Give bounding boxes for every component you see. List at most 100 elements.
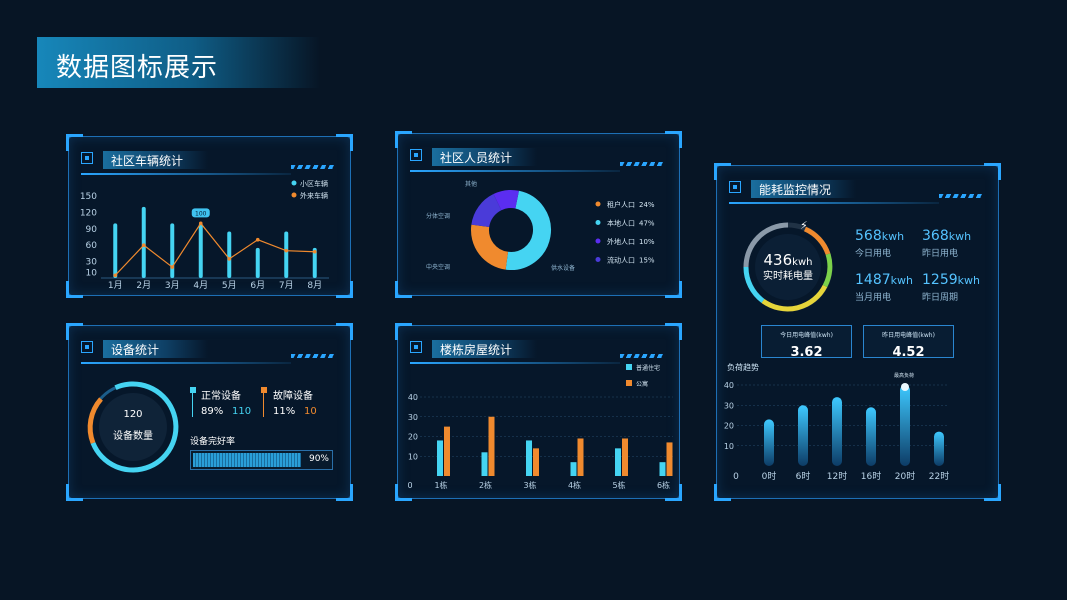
legend-marker — [291, 192, 297, 198]
panel-square-icon — [410, 341, 422, 353]
donut-segment-label: 其他 — [465, 180, 477, 188]
y-tick-label: 120 — [80, 208, 97, 218]
vehicle-bar — [170, 223, 175, 278]
energy-gauge: ⚡ — [743, 219, 833, 312]
x-tick-label: 2月 — [136, 280, 151, 291]
legend-label: 公寓 — [636, 380, 648, 388]
x-tick-label: 5月 — [222, 280, 237, 291]
y-tick-label: 90 — [86, 225, 98, 235]
donut-segment-label: 中央空调 — [426, 263, 450, 271]
gauge-arc-orange — [803, 226, 831, 255]
normal-device-pct: 89% — [201, 406, 224, 417]
building-bar — [659, 462, 666, 476]
legend-marker — [626, 380, 632, 386]
fault-device-pct: 11% — [273, 406, 296, 417]
vehicle-line-point — [312, 249, 317, 254]
x-tick-label: 20时 — [895, 470, 915, 482]
gauge-arc-green — [822, 253, 833, 288]
vehicle-bar — [284, 231, 289, 278]
legend-label: 外来车辆 — [300, 191, 328, 200]
building-bar — [577, 438, 584, 476]
y-tick-label: 10 — [86, 269, 98, 279]
panel-square-icon — [729, 181, 741, 193]
building-panel: 楼栋房屋统计 0 10 20 30 40 1栋 2栋 3栋 4栋 5栋 6栋 普通住宅 公寓 — [395, 323, 682, 501]
x-tick-label: 6时 — [796, 470, 811, 482]
load-bar — [900, 385, 910, 466]
legend-value: 24% — [639, 201, 655, 209]
normal-device-marker — [190, 387, 196, 393]
panel-square-icon — [81, 341, 93, 353]
x-tick-label: 8月 — [307, 280, 322, 291]
load-bar — [832, 397, 842, 466]
x-tick-label: 12时 — [827, 470, 847, 482]
legend-label: 流动人口 — [607, 256, 635, 265]
x-tick-label: 16时 — [861, 470, 881, 482]
legend-label: 小区车辆 — [300, 179, 328, 188]
legend-marker — [291, 180, 297, 186]
gauge-label: 实时耗电量 — [763, 271, 813, 282]
legend-label: 普通住宅 — [636, 364, 660, 372]
device-panel-title: 设备统计 — [111, 343, 160, 357]
building-bar — [437, 440, 443, 476]
y-tick-label: 40 — [724, 381, 734, 390]
panel-square-icon — [81, 152, 93, 164]
building-bar — [444, 426, 450, 476]
donut-segment-label: 分体空调 — [426, 212, 450, 220]
device-ring-orange-arc — [87, 397, 103, 444]
gauge-arc-cyan — [743, 266, 765, 304]
annotation-label: 100 — [195, 210, 207, 217]
device-rate-fill — [193, 453, 301, 467]
building-bar — [666, 442, 673, 476]
legend-label: 外地人口 — [607, 237, 635, 246]
gauge-value: 436 — [763, 251, 793, 269]
legend-marker — [595, 238, 601, 244]
y-tick-label: 60 — [86, 241, 98, 251]
legend-value: 15% — [639, 257, 655, 265]
donut-slice — [493, 190, 519, 211]
vehicle-bar — [312, 247, 317, 278]
y-tick-label: 30 — [408, 413, 418, 422]
x-tick-label: 6月 — [250, 280, 265, 291]
vehicle-bar — [113, 223, 118, 278]
x-tick-label: 0时 — [762, 470, 777, 482]
vehicle-line-point — [113, 273, 118, 278]
device-rate-bar: 90% — [190, 450, 333, 470]
y-tick-label: 10 — [724, 442, 734, 451]
fault-device-label: 故障设备 — [273, 391, 313, 402]
load-bar — [866, 407, 876, 466]
energy-panel-title: 能耗监控情况 — [759, 183, 832, 197]
peak-label: 最高负荷 — [894, 372, 914, 379]
y-tick-label: 30 — [724, 401, 734, 410]
x-tick-label: 5栋 — [612, 480, 625, 490]
device-rate-label: 设备完好率 — [190, 437, 236, 447]
load-bar — [934, 431, 944, 466]
legend-value: 10% — [639, 238, 655, 246]
building-bar — [615, 448, 621, 476]
gauge-arc-yellow — [761, 284, 828, 312]
building-bar — [570, 462, 577, 476]
x-tick-label: 1栋 — [434, 480, 447, 490]
device-rate-value: 90% — [308, 454, 329, 464]
y-tick-label: 10 — [408, 452, 418, 461]
peak-yesterday-box: 昨日用电峰值(kwh) 4.52 — [863, 325, 954, 360]
vehicle-bar — [227, 231, 232, 278]
legend-label: 租户人口 — [607, 200, 635, 209]
x-tick-label: 2栋 — [479, 480, 492, 490]
legend-label: 本地人口 — [607, 219, 635, 228]
device-panel: 设备统计 120 设备数量 正常设备 89% 110 故障设备 11% 10 设… — [66, 323, 353, 501]
device-total: 120 — [123, 409, 143, 420]
building-bar — [481, 452, 488, 476]
donut-slice — [505, 190, 551, 270]
lightning-icon: ⚡ — [800, 219, 808, 232]
vehicle-bar — [255, 247, 260, 278]
x-tick-label: 7月 — [279, 280, 294, 291]
vehicle-line — [114, 222, 315, 276]
vehicle-line-point — [170, 265, 175, 269]
peak-marker — [901, 383, 909, 391]
page-title: 数据图标展示 — [56, 53, 219, 83]
donut-slice — [471, 224, 509, 270]
fault-device-marker — [261, 387, 267, 393]
legend-marker — [595, 201, 601, 207]
